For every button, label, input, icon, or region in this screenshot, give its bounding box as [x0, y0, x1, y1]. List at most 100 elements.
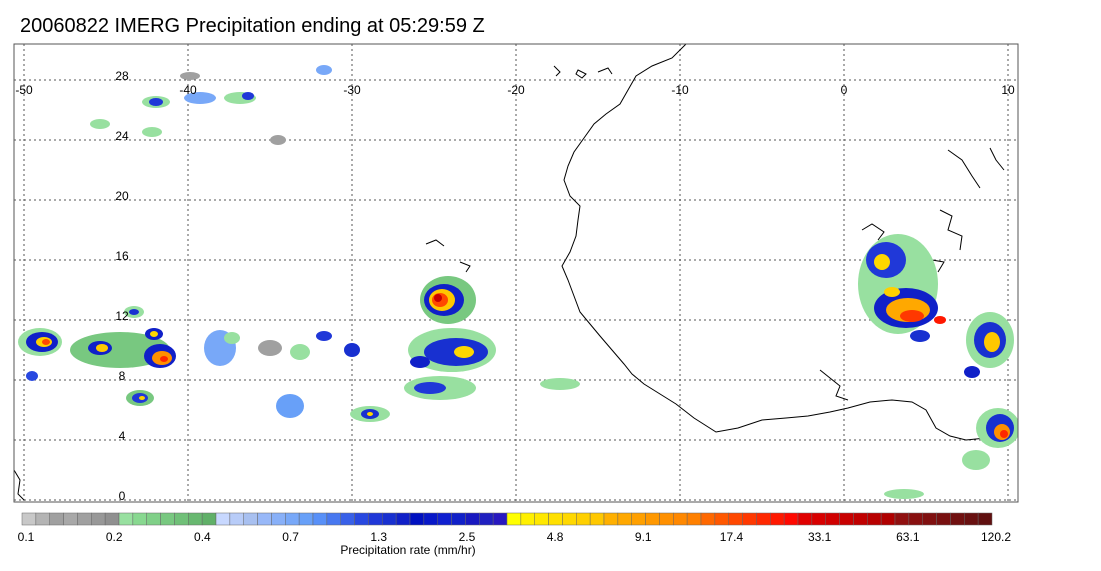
colorbar-segment	[908, 512, 923, 526]
colorbar-tick-label: 9.1	[634, 530, 652, 544]
colorbar-segment	[215, 512, 231, 526]
colorbar-segment	[243, 512, 258, 526]
colorbar-segment	[77, 512, 92, 526]
colorbar-segment	[534, 512, 549, 526]
colorbar-segment	[492, 512, 508, 526]
lat-label: 12	[115, 309, 129, 323]
lon-label: -10	[671, 83, 689, 97]
colorbar-segment	[285, 512, 300, 526]
colorbar-tick-label: 4.8	[546, 530, 564, 544]
colorbar-segment	[797, 512, 813, 526]
lat-label: 24	[115, 129, 129, 143]
colorbar-segment	[880, 512, 896, 526]
colorbar-segment	[548, 512, 563, 526]
precipitation-field	[18, 65, 1018, 499]
colorbar-segment	[894, 512, 910, 526]
colorbar-segment	[229, 512, 244, 526]
colorbar-segment	[354, 512, 369, 526]
lon-label: -20	[507, 83, 525, 97]
graticule	[14, 44, 1018, 502]
colorbar-segment	[118, 512, 134, 526]
colorbar-segment	[728, 512, 743, 526]
colorbar-segment	[659, 512, 674, 526]
colorbar-segment	[520, 512, 535, 526]
colorbar-segment	[922, 512, 937, 526]
colorbar-segment	[146, 512, 161, 526]
colorbar-segment	[35, 512, 50, 526]
colorbar-tick-label: 120.2	[980, 530, 1012, 544]
colorbar-segment	[326, 512, 341, 526]
colorbar-segment	[811, 512, 826, 526]
lon-label: 10	[1001, 83, 1015, 97]
colorbar-segment	[645, 512, 660, 526]
colorbar-segment	[451, 512, 466, 526]
latitude-labels: 28 24 20 16 12 8 4 0	[115, 69, 129, 503]
colorbar-segment	[188, 512, 203, 526]
colorbar-segment	[770, 512, 785, 526]
coastline	[14, 44, 1018, 501]
lat-label: 8	[119, 369, 126, 383]
colorbar-segment	[617, 512, 632, 526]
colorbar-segment	[312, 512, 328, 526]
colorbar-segment	[964, 512, 979, 526]
colorbar-segment	[700, 512, 716, 526]
colorbar-tick-label: 0.4	[194, 530, 211, 544]
lat-label: 16	[115, 249, 129, 263]
colorbar-segment	[174, 512, 189, 526]
colorbar-segment	[257, 512, 272, 526]
colorbar-segment	[132, 512, 147, 526]
colorbar-segment	[673, 512, 688, 526]
colorbar-title: Precipitation rate (mm/hr)	[340, 543, 476, 557]
colorbar-segment	[423, 512, 438, 526]
colorbar-segment	[368, 512, 383, 526]
colorbar-segment	[977, 512, 993, 526]
colorbar-segment	[936, 512, 951, 526]
longitude-labels: -50 -40 -30 -20 -10 0 10	[15, 83, 1015, 97]
colorbar-segment	[783, 512, 799, 526]
colorbar-segment	[576, 512, 591, 526]
colorbar-segment	[437, 512, 452, 526]
colorbar-segment	[950, 512, 965, 526]
colorbar-tick-label: 63.1	[896, 530, 920, 544]
colorbar-segment	[409, 512, 425, 526]
lon-label: -30	[343, 83, 361, 97]
lon-label: -40	[179, 83, 197, 97]
lat-label: 4	[119, 429, 126, 443]
lat-label: 20	[115, 189, 129, 203]
colorbar-tick-label: 2.5	[458, 530, 476, 544]
colorbar-segment	[160, 512, 175, 526]
colorbar-segment	[340, 512, 355, 526]
colorbar	[21, 512, 993, 526]
colorbar-segment	[867, 512, 882, 526]
colorbar-segment	[201, 512, 217, 526]
colorbar-segment	[631, 512, 646, 526]
colorbar-segment	[714, 512, 729, 526]
colorbar-segment	[104, 512, 120, 526]
colorbar-segment	[603, 512, 619, 526]
lat-label: 0	[119, 489, 126, 503]
colorbar-segment	[21, 512, 37, 526]
colorbar-segment	[853, 512, 868, 526]
colorbar-tick-label: 0.1	[17, 530, 35, 544]
colorbar-segment	[63, 512, 78, 526]
map-frame	[13, 43, 1019, 503]
colorbar-tick-label: 33.1	[807, 530, 832, 544]
colorbar-tick-label: 0.2	[105, 530, 123, 544]
colorbar-segment	[91, 512, 106, 526]
colorbar-segment	[686, 512, 702, 526]
lon-label: 0	[841, 83, 848, 97]
lat-label: 28	[115, 69, 129, 83]
colorbar-segment	[589, 512, 605, 526]
colorbar-segment	[395, 512, 411, 526]
lon-label: -50	[15, 83, 33, 97]
colorbar-segment	[298, 512, 314, 526]
colorbar-segment	[562, 512, 577, 526]
colorbar-segment	[49, 512, 64, 526]
colorbar-tick-label: 17.4	[719, 530, 744, 544]
colorbar-segment	[839, 512, 854, 526]
map-title: 20060822 IMERG Precipitation ending at 0…	[20, 15, 485, 37]
colorbar-segment	[825, 512, 840, 526]
colorbar-tick-label: 1.3	[370, 530, 388, 544]
colorbar-segment	[506, 512, 522, 526]
